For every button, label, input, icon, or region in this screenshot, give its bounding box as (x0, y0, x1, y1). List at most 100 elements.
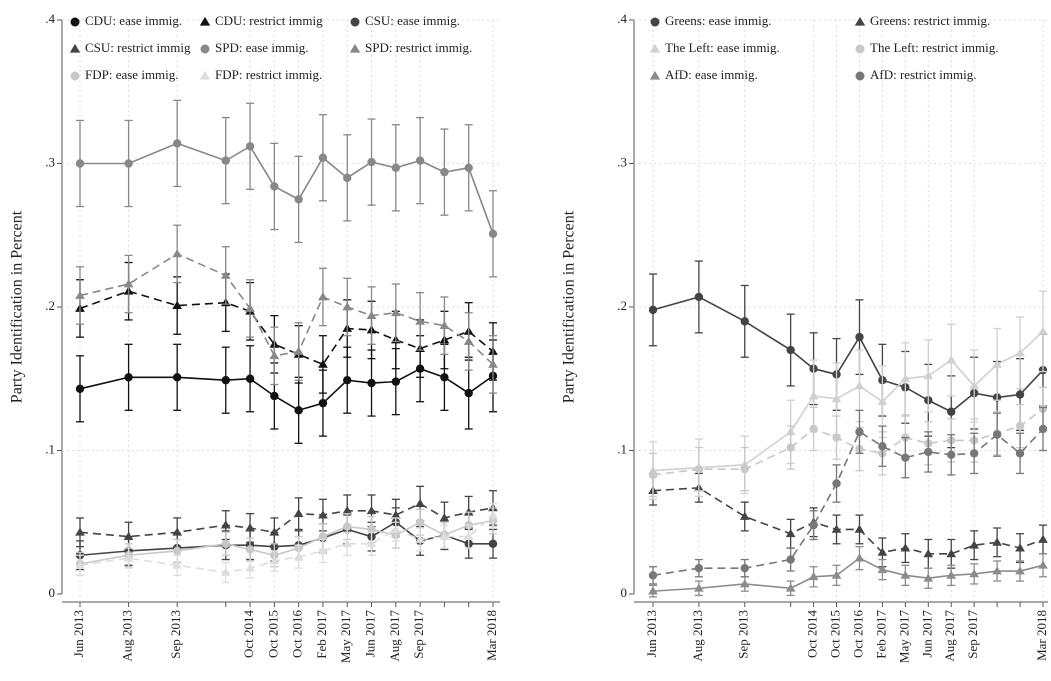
marker (831, 570, 842, 579)
marker (220, 520, 231, 529)
marker (648, 571, 658, 580)
marker (969, 569, 980, 578)
marker (415, 518, 425, 527)
marker (694, 563, 704, 573)
marker (831, 524, 842, 533)
marker (694, 583, 704, 592)
marker (740, 464, 749, 474)
marker (1015, 449, 1025, 458)
y-tick-label: .2 (45, 298, 55, 313)
series (648, 545, 1048, 598)
x-tick-label: Mar 2018 (484, 610, 499, 661)
marker (294, 406, 303, 415)
marker (649, 43, 661, 53)
legend-label: Greens: ease immig. (665, 13, 772, 28)
marker (318, 510, 328, 519)
x-tick-label: Aug 2013 (120, 610, 135, 662)
marker (343, 173, 352, 183)
marker (1015, 543, 1025, 552)
marker (350, 17, 360, 27)
marker (390, 307, 401, 317)
marker (786, 345, 795, 355)
series (75, 335, 498, 444)
marker (854, 553, 865, 562)
legend-label: CDU: restrict immig (215, 13, 323, 28)
marker (342, 302, 353, 311)
marker (808, 391, 819, 400)
marker (390, 510, 401, 519)
marker (809, 424, 818, 434)
x-tick-label: Jun 2017 (919, 610, 934, 658)
marker (649, 70, 661, 80)
marker (75, 527, 85, 536)
marker (294, 195, 303, 204)
legend-label: FDP: ease immig. (85, 67, 179, 82)
marker (221, 156, 230, 165)
marker (75, 159, 85, 168)
marker (855, 427, 864, 437)
x-tick-label: Oct 2016 (850, 610, 865, 659)
marker (391, 163, 401, 173)
series-line (652, 330, 1044, 472)
marker (946, 548, 957, 558)
marker (992, 537, 1002, 546)
marker (648, 305, 658, 315)
series-line (652, 408, 1044, 476)
marker (269, 527, 280, 536)
x-tick-label: Oct 2015 (828, 610, 843, 658)
marker (200, 44, 210, 54)
marker (318, 532, 328, 541)
marker (992, 566, 1002, 575)
marker (318, 359, 328, 368)
marker (440, 167, 449, 177)
x-tick-label: May 2017 (896, 610, 911, 664)
y-tick-label: .1 (617, 441, 627, 456)
series-line (652, 428, 1044, 577)
marker (439, 531, 450, 540)
marker (1038, 534, 1048, 543)
y-tick-label: 0 (49, 585, 56, 600)
marker (1015, 390, 1025, 399)
marker (739, 579, 750, 588)
marker (1038, 326, 1048, 335)
marker (1015, 421, 1025, 431)
series (75, 485, 498, 552)
marker (463, 336, 474, 345)
marker (270, 182, 279, 191)
marker (900, 373, 911, 383)
marker (293, 508, 304, 518)
x-tick-label: Jun 2013 (644, 610, 659, 657)
marker (70, 17, 80, 27)
y-tick-label: .3 (617, 154, 627, 169)
legend-label: SPD: ease immig. (215, 40, 309, 55)
marker (785, 583, 796, 592)
x-tick-label: Sep 2013 (168, 610, 183, 659)
series (75, 502, 498, 584)
marker (245, 563, 255, 572)
legend-label: CDU: ease immig. (85, 13, 182, 28)
series (648, 406, 1048, 585)
series (648, 472, 1048, 569)
marker (172, 373, 182, 382)
x-tick-label: Oct 2014 (805, 610, 820, 659)
marker (269, 556, 280, 565)
marker (786, 443, 795, 452)
marker (854, 381, 865, 390)
marker (831, 394, 842, 403)
marker (488, 229, 498, 239)
legend-label: The Left: restrict immig. (870, 40, 999, 55)
legend-label: SPD: restrict immig. (365, 40, 472, 55)
marker (245, 374, 255, 383)
marker (75, 560, 85, 569)
marker (924, 447, 933, 457)
y-tick-label: .2 (617, 298, 627, 313)
x-tick-label: Aug 2017 (942, 610, 957, 662)
marker (854, 16, 866, 26)
marker (70, 71, 80, 81)
series (648, 386, 1048, 498)
marker (855, 44, 865, 54)
marker (293, 551, 304, 561)
marker (786, 555, 795, 564)
marker (415, 534, 425, 543)
